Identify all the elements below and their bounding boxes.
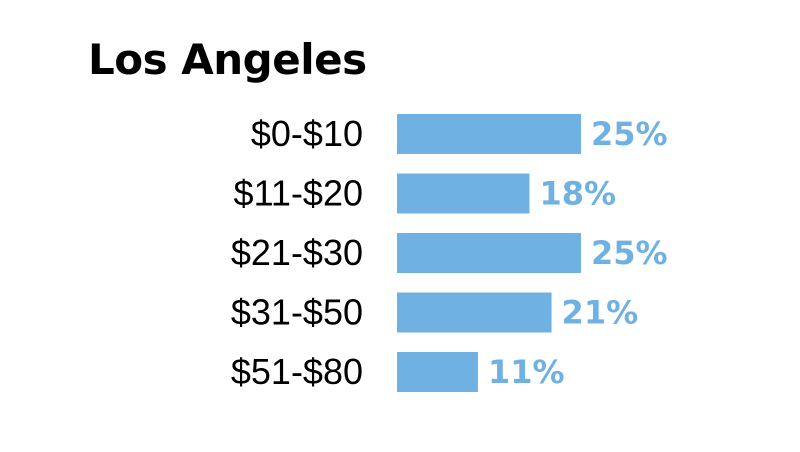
bar [397,352,478,392]
bars [397,114,581,392]
value-label: 25% [591,115,668,153]
chart-title: Los Angeles [88,35,367,84]
category-label: $51-$80 [231,351,363,392]
value-label: 11% [488,353,565,391]
bar [397,292,552,333]
category-label: $21-$30 [231,232,363,273]
category-label: $31-$50 [231,292,363,333]
value-label: 25% [591,234,668,272]
category-label: $11-$20 [234,173,363,214]
category-labels: $0-$10 $11-$20 $21-$30 $31-$50 $51-$80 [231,113,363,392]
value-label: 18% [539,175,616,213]
bar [397,233,581,273]
bar [397,173,530,214]
category-label: $0-$10 [251,113,363,154]
bar [397,114,581,154]
value-labels: 25% 18% 25% 21% 11% [488,115,668,391]
value-label: 21% [562,294,639,332]
